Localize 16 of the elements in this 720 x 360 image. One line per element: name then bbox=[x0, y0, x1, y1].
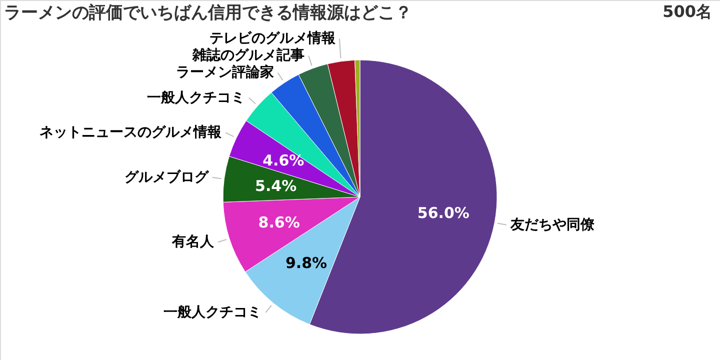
slice-label: 友だちや同僚 bbox=[509, 216, 596, 233]
data-label: 56.0% bbox=[417, 204, 470, 222]
slice-label: グルメブログ bbox=[124, 168, 210, 186]
chart-title: ラーメンの評価でいちばん信用できる情報源はどこ？ bbox=[4, 3, 412, 23]
data-label: 9.8% bbox=[285, 254, 328, 272]
data-label: 8.6% bbox=[258, 214, 300, 232]
slice-label: テレビのグルメ情報 bbox=[209, 30, 336, 47]
data-label: 4.6% bbox=[262, 151, 304, 170]
slice-label: 一般人クチコミ bbox=[164, 304, 262, 320]
slice-label: 有名人 bbox=[171, 234, 216, 250]
slice-label: 一般人クチコミ bbox=[146, 90, 245, 106]
slice-label: ラーメン評論家 bbox=[176, 64, 274, 81]
slice-label: 雑誌のグルメ記事 bbox=[192, 46, 305, 64]
text: 500名 bbox=[662, 2, 712, 21]
slice-label: ネットニュースのグルメ情報 bbox=[40, 124, 223, 141]
data-label: 5.4% bbox=[254, 176, 297, 195]
